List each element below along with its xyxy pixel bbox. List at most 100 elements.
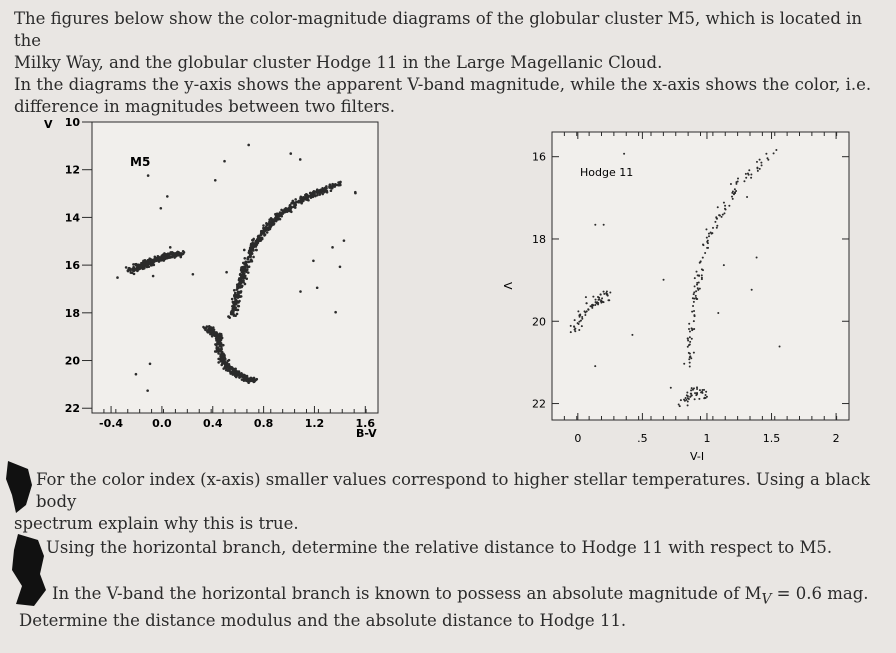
m5-star-point	[222, 367, 226, 370]
m5-star-point	[245, 264, 249, 267]
m5-field-star	[168, 246, 172, 249]
h11-star-point	[723, 212, 726, 215]
m5-star-point	[281, 212, 285, 215]
m5-star-point	[252, 245, 255, 249]
question-3: In the V-band the horizontal branch is k…	[19, 583, 882, 632]
h11-star-point	[594, 298, 597, 301]
m5-star-point	[177, 253, 181, 256]
m5-star-point	[238, 272, 242, 276]
h11-star-point	[715, 226, 718, 229]
h11-star-point	[723, 207, 726, 210]
m5-star-point	[257, 235, 261, 238]
h11-star-point	[731, 197, 734, 200]
m5-star-point	[278, 217, 282, 221]
h11-star-point	[707, 232, 710, 235]
h11-star-point	[693, 297, 696, 300]
m5-star-point	[143, 262, 146, 266]
intro-line-1: The figures below show the color-magnitu…	[14, 9, 863, 50]
h11-star-point	[701, 390, 704, 393]
m5-star-point	[211, 328, 214, 331]
h11-star-point	[689, 392, 692, 395]
m5-y-tick-label: 16	[65, 259, 81, 272]
m5-star-point	[314, 194, 317, 198]
h11-star-point	[578, 320, 581, 323]
h11-star-point	[775, 149, 778, 152]
m5-star-point	[254, 240, 257, 244]
m5-star-point	[234, 314, 237, 318]
m5-star-point	[239, 290, 243, 293]
h11-star-point	[700, 268, 703, 271]
h11-star-point	[602, 290, 605, 293]
m5-star-point	[223, 357, 227, 361]
m5-star-point	[321, 192, 324, 196]
h11-field-star	[778, 345, 781, 348]
h11-star-point	[585, 302, 588, 305]
m5-star-point	[214, 343, 217, 346]
m5-star-point	[316, 193, 319, 197]
h11-star-point	[594, 301, 597, 304]
h11-star-point	[688, 358, 691, 361]
m5-star-point	[173, 252, 177, 255]
m5-field-star	[146, 174, 150, 177]
m5-star-point	[237, 301, 240, 304]
h11-star-point	[707, 246, 710, 249]
m5-star-point	[241, 261, 245, 265]
m5-star-point	[224, 363, 227, 367]
m5-star-point	[268, 225, 271, 229]
h11-field-star	[662, 278, 665, 281]
m5-star-point	[126, 269, 130, 273]
m5-star-point	[230, 367, 234, 370]
m5-star-point	[237, 282, 241, 286]
h11-star-point	[733, 188, 736, 191]
m5-star-point	[258, 239, 262, 243]
h11-star-point	[597, 301, 600, 304]
h11-star-point	[688, 361, 691, 364]
m5-star-point	[234, 298, 237, 301]
m5-field-star	[247, 143, 250, 147]
m5-field-star	[191, 272, 195, 276]
m5-star-point	[251, 239, 255, 242]
m5-star-point	[279, 214, 282, 217]
m5-star-point	[323, 188, 327, 192]
m5-star-point	[263, 228, 267, 232]
m5-star-point	[218, 332, 222, 336]
m5-star-point	[204, 327, 207, 331]
h11-star-point	[605, 292, 608, 295]
h11-star-point	[758, 158, 761, 161]
m5-star-point	[245, 268, 249, 272]
m5-star-point	[163, 256, 166, 260]
m5-star-point	[232, 289, 236, 292]
m5-star-point	[132, 263, 135, 266]
m5-field-star	[223, 159, 226, 163]
h11-star-point	[690, 394, 693, 397]
m5-star-point	[231, 309, 234, 312]
h11-star-point	[728, 204, 731, 207]
h11-star-point	[599, 293, 602, 296]
m5-star-point	[293, 202, 296, 205]
h11-star-point	[695, 290, 698, 293]
m5-star-point	[244, 267, 247, 270]
m5-star-point	[222, 359, 226, 363]
m5-star-point	[236, 308, 240, 312]
h11-star-point	[733, 191, 736, 194]
m5-star-point	[249, 258, 253, 262]
m5-x-tick-label: 0.4	[203, 417, 223, 430]
m5-star-point	[124, 266, 128, 269]
m5-star-point	[329, 189, 333, 193]
h11-star-point	[594, 304, 597, 307]
m5-field-star	[225, 270, 228, 274]
h11-star-point	[691, 388, 694, 391]
m5-star-point	[265, 231, 269, 234]
m5-star-point	[240, 266, 243, 270]
h11-star-point	[697, 281, 700, 284]
h11-star-point	[692, 320, 695, 323]
h11-star-point	[696, 388, 699, 391]
h11-star-point	[706, 239, 709, 242]
m5-star-point	[213, 350, 217, 353]
m5-star-point	[218, 336, 222, 339]
h11-star-point	[688, 336, 691, 339]
m5-star-point	[235, 294, 239, 297]
h11-star-point	[711, 226, 714, 229]
h11-star-point	[750, 173, 753, 176]
h11-star-point	[577, 323, 580, 326]
